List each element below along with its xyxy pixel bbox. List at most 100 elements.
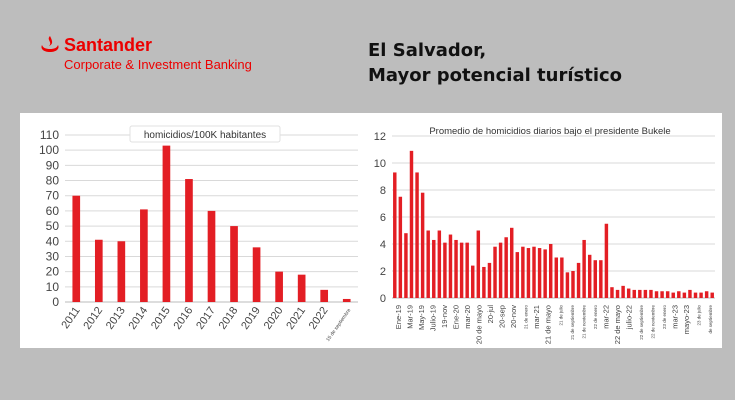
x-tick-label: mar-20 — [463, 305, 472, 329]
bar — [632, 289, 636, 298]
x-tick-label: mar-23 — [671, 305, 680, 329]
bar — [649, 289, 653, 298]
bar — [448, 234, 453, 298]
bar — [297, 274, 306, 302]
y-tick-label: 2 — [380, 266, 386, 278]
bar — [498, 242, 503, 298]
x-tick-label: mar-21 — [532, 305, 541, 329]
y-tick-label: 100 — [39, 143, 59, 157]
bar — [493, 246, 497, 298]
brand-division: Corporate & Investment Banking — [64, 57, 252, 72]
bar — [693, 292, 698, 298]
page-title: El Salvador, Mayor potencial turístico — [368, 38, 622, 88]
bar — [443, 242, 447, 298]
y-tick-label: 4 — [380, 239, 386, 251]
y-tick-label: 6 — [380, 212, 386, 224]
y-tick-label: 90 — [46, 158, 60, 172]
x-tick-label: 21 de enero — [524, 305, 529, 330]
bar — [665, 291, 670, 298]
bar — [94, 239, 103, 302]
y-tick-label: 80 — [46, 174, 60, 188]
bar — [526, 248, 531, 298]
bar — [504, 237, 508, 298]
bar — [393, 172, 397, 298]
bar — [543, 249, 547, 298]
bar — [72, 195, 81, 302]
x-tick-label: 2013 — [104, 305, 128, 332]
bar — [599, 260, 603, 298]
bar — [554, 257, 559, 298]
y-tick-label: 10 — [46, 280, 60, 294]
x-tick-label: mayo-23 — [682, 305, 691, 334]
bar — [654, 291, 659, 298]
x-tick-label: mar-22 — [601, 305, 610, 329]
x-tick-label: 2018 — [217, 305, 241, 332]
bar — [571, 271, 575, 298]
bar — [532, 246, 536, 298]
x-tick-label: Ene-20 — [451, 305, 460, 329]
bar — [671, 292, 675, 298]
x-tick-label: Julio-19 — [428, 305, 437, 331]
bar — [677, 291, 681, 298]
y-tick-label: 0 — [380, 293, 386, 305]
bar — [515, 252, 520, 298]
bar — [521, 246, 525, 298]
bar — [140, 209, 148, 302]
bar — [537, 248, 542, 298]
y-tick-label: 30 — [46, 249, 60, 263]
y-tick-label: 50 — [46, 219, 60, 233]
x-tick-label: 22 de noviembre — [651, 305, 656, 339]
x-tick-label: Mar-19 — [405, 305, 414, 329]
x-tick-label: 21 de septiembre — [570, 305, 575, 340]
bar — [426, 230, 430, 298]
bar — [185, 179, 193, 302]
bar — [688, 289, 692, 298]
y-tick-label: 40 — [46, 234, 60, 248]
x-tick-label: 2022 — [307, 305, 331, 332]
y-tick-label: 12 — [374, 131, 386, 143]
bar — [320, 289, 329, 302]
bar — [432, 239, 436, 298]
bar — [404, 233, 408, 298]
x-tick-label: 2011 — [59, 305, 82, 331]
x-tick-label: 2021 — [284, 305, 308, 332]
bar — [604, 223, 609, 298]
charts-panel: 0 10 20 30 40 50 60 70 80 90 100 110 homicidios/100K… — [20, 113, 722, 348]
bar — [275, 271, 283, 302]
x-tick-label: 2019 — [239, 305, 263, 332]
bar — [638, 289, 642, 298]
y-tick-label: 70 — [46, 189, 60, 203]
bar — [660, 291, 664, 298]
x-tick-label: 19-nov — [440, 305, 449, 328]
x-tick-label: 20 de mayo — [475, 305, 484, 344]
bar — [626, 288, 631, 298]
x-tick-label: 23 de enero — [662, 305, 667, 330]
y-tick-label: 0 — [52, 295, 59, 309]
bar — [398, 196, 403, 298]
x-tick-label: 20-jul — [486, 305, 495, 324]
x-tick-label: 21 de mayo — [544, 305, 553, 344]
bar — [610, 287, 614, 298]
bar — [643, 289, 648, 298]
bar — [560, 257, 564, 298]
brand-name: Santander — [64, 35, 153, 55]
daily-homicides-chart: 0 2 4 6 8 10 12 Promedio de homicidios diarios … — [374, 126, 715, 344]
y-tick-label: 8 — [380, 185, 386, 197]
bar — [710, 292, 714, 298]
x-tick-label: 2014 — [126, 305, 150, 332]
x-tick-label: 22 de mayo — [613, 305, 622, 344]
bar — [487, 262, 492, 298]
x-tick-label: de septiembre — [708, 305, 713, 334]
bar — [621, 285, 625, 298]
title-line-1: El Salvador, — [368, 40, 487, 61]
x-tick-label: 22 de enero — [593, 305, 598, 330]
bar — [548, 244, 553, 298]
bar — [342, 298, 351, 302]
bar — [593, 260, 597, 298]
x-tick-label: May-19 — [417, 305, 426, 330]
bar — [415, 172, 419, 298]
bar — [582, 239, 586, 298]
y-tick-label: 60 — [46, 204, 60, 218]
x-tick-label: 23 de julio — [697, 305, 702, 326]
x-tick-label: 20-sep — [498, 305, 507, 328]
